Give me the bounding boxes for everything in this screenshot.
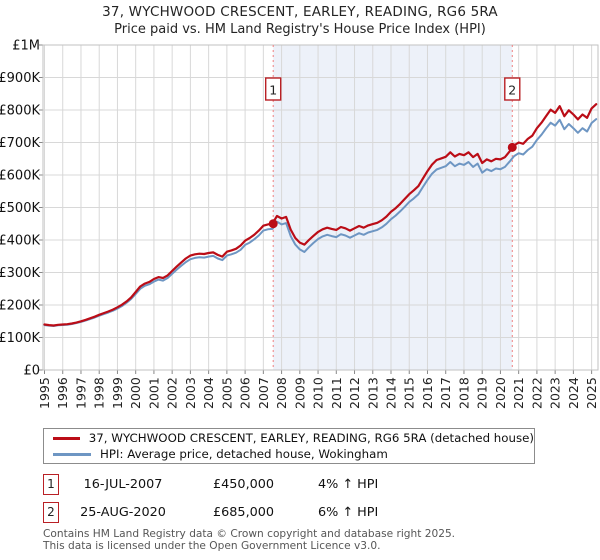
x-axis-label: 1996: [55, 377, 70, 409]
sale-flag-box: [504, 77, 521, 101]
x-axis-label: 2021: [511, 377, 526, 409]
x-axis-label: 2025: [584, 377, 599, 409]
hpi-line-swatch: [53, 452, 91, 456]
legend-label-property: 37, WYCHWOOD CRESCENT, EARLEY, READING, …: [88, 431, 534, 445]
x-axis-label: 2012: [347, 377, 362, 409]
transaction-2-date: 25-AUG-2020: [80, 505, 166, 520]
transaction-2-hpi-delta: 6% ↑ HPI: [318, 505, 379, 520]
x-axis-label: 2023: [548, 377, 563, 409]
x-axis-label: 2003: [183, 377, 198, 409]
chart-legend: 37, WYCHWOOD CRESCENT, EARLEY, READING, …: [43, 428, 535, 464]
footer-line-1: Contains HM Land Registry data © Crown c…: [43, 528, 456, 540]
transaction-1-price: £450,000: [213, 477, 275, 492]
transaction-1-hpi-delta: 4% ↑ HPI: [318, 477, 379, 492]
x-axis-label: 1998: [92, 377, 107, 409]
x-axis-label: 1999: [110, 377, 125, 409]
x-axis-label: 2006: [238, 377, 253, 409]
y-axis-label: £500K: [0, 201, 40, 216]
y-axis-label: £300K: [0, 266, 40, 281]
y-axis-label: £100K: [0, 331, 40, 346]
sale-flag-number: 2: [508, 83, 516, 98]
x-axis-label: 2016: [420, 377, 435, 409]
x-axis-label: 2024: [566, 377, 581, 409]
y-axis-label: £700K: [0, 136, 40, 151]
transaction-2-price: £685,000: [213, 505, 275, 520]
sale-point-marker: [507, 142, 517, 152]
x-axis-label: 2011: [329, 377, 344, 409]
x-axis-label: 2019: [475, 377, 490, 409]
y-axis-label: £200K: [0, 299, 40, 314]
x-axis-label: 2009: [292, 377, 307, 409]
x-axis-label: 2001: [146, 377, 161, 409]
y-axis-label: £800K: [0, 104, 40, 119]
y-axis-label: £900K: [0, 71, 40, 86]
x-axis-label: 1995: [37, 377, 52, 409]
transaction-2-badge: 2: [43, 502, 59, 523]
page-title: 37, WYCHWOOD CRESCENT, EARLEY, READING, …: [102, 4, 498, 20]
plot-border: [42, 44, 599, 371]
x-axis-label: 2004: [201, 377, 216, 409]
x-axis-label: 2010: [311, 377, 326, 409]
y-axis-label: £400K: [0, 234, 40, 249]
x-axis-label: 2014: [384, 377, 399, 409]
legend-label-hpi: HPI: Average price, detached house, Woki…: [100, 447, 388, 461]
x-axis-label: 1997: [73, 377, 88, 409]
footer-line-2: This data is licensed under the Open Gov…: [43, 539, 381, 552]
x-axis-label: 2017: [438, 377, 453, 409]
sale-point-marker: [268, 219, 278, 229]
x-axis-label: 2005: [219, 377, 234, 409]
transaction-1-badge: 1: [43, 474, 59, 495]
x-axis-label: 2007: [256, 377, 271, 409]
x-axis-label: 2013: [365, 377, 380, 409]
hpi-line: [43, 118, 598, 327]
x-axis-label: 2022: [529, 377, 544, 409]
legend-item-property: 37, WYCHWOOD CRESCENT, EARLEY, READING, …: [44, 430, 534, 446]
legend-item-hpi: HPI: Average price, detached house, Woki…: [44, 446, 534, 462]
property-line-swatch: [53, 436, 80, 440]
sale-flag-box: [264, 77, 282, 101]
transaction-row: 2 25-AUG-2020 £685,000 6% ↑ HPI: [0, 502, 600, 524]
transaction-1-date: 16-JUL-2007: [83, 477, 163, 492]
property-price-line: [43, 103, 598, 327]
page-subtitle: Price paid vs. HM Land Registry's House …: [114, 22, 486, 37]
x-axis-label: 2020: [493, 377, 508, 409]
x-axis-label: 2008: [274, 377, 289, 409]
x-axis-label: 2002: [165, 377, 180, 409]
x-axis-label: 2000: [128, 377, 143, 409]
x-axis-label: 2015: [402, 377, 417, 409]
y-axis-label: £1M: [12, 39, 40, 54]
y-axis-label: £0: [23, 364, 40, 379]
x-axis-label: 2018: [456, 377, 471, 409]
sale-flag-number: 1: [269, 83, 277, 98]
license-footer: Contains HM Land Registry data © Crown c…: [43, 528, 456, 552]
y-axis-label: £600K: [0, 169, 40, 184]
price-history-chart[interactable]: 1995 1996 1997 1998 1999 2000 2001 2002 2003 2004…: [0, 0, 600, 426]
transaction-row: 1 16-JUL-2007 £450,000 4% ↑ HPI: [0, 474, 600, 496]
